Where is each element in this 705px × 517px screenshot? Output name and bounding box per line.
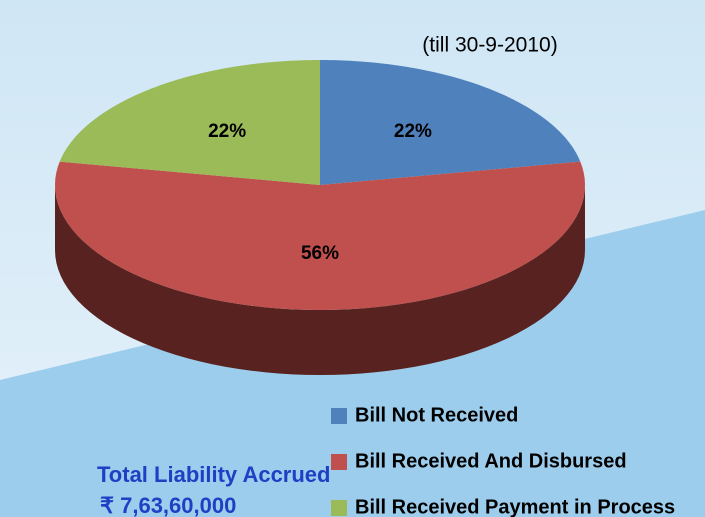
legend-swatch	[331, 500, 347, 516]
pie-slice	[55, 161, 585, 310]
data-label: 56%	[301, 243, 339, 264]
legend-label: Bill Received And Disbursed	[355, 450, 627, 472]
data-label: 22%	[394, 121, 432, 142]
data-label: 22%	[208, 121, 246, 142]
legend-label: Bill Received Payment in Process	[355, 496, 675, 517]
annotation: Total Liability Accrued	[97, 462, 330, 487]
legend-label: Bill Not Received	[355, 404, 518, 426]
pie-slice	[320, 60, 581, 185]
subtitle: (till 30-9-2010)	[422, 34, 557, 57]
legend-swatch	[331, 454, 347, 470]
pie-slice	[59, 60, 320, 185]
annotation: ₹ 7,63,60,000	[100, 493, 236, 517]
pie-slice-side	[55, 185, 585, 375]
legend-swatch	[331, 408, 347, 424]
